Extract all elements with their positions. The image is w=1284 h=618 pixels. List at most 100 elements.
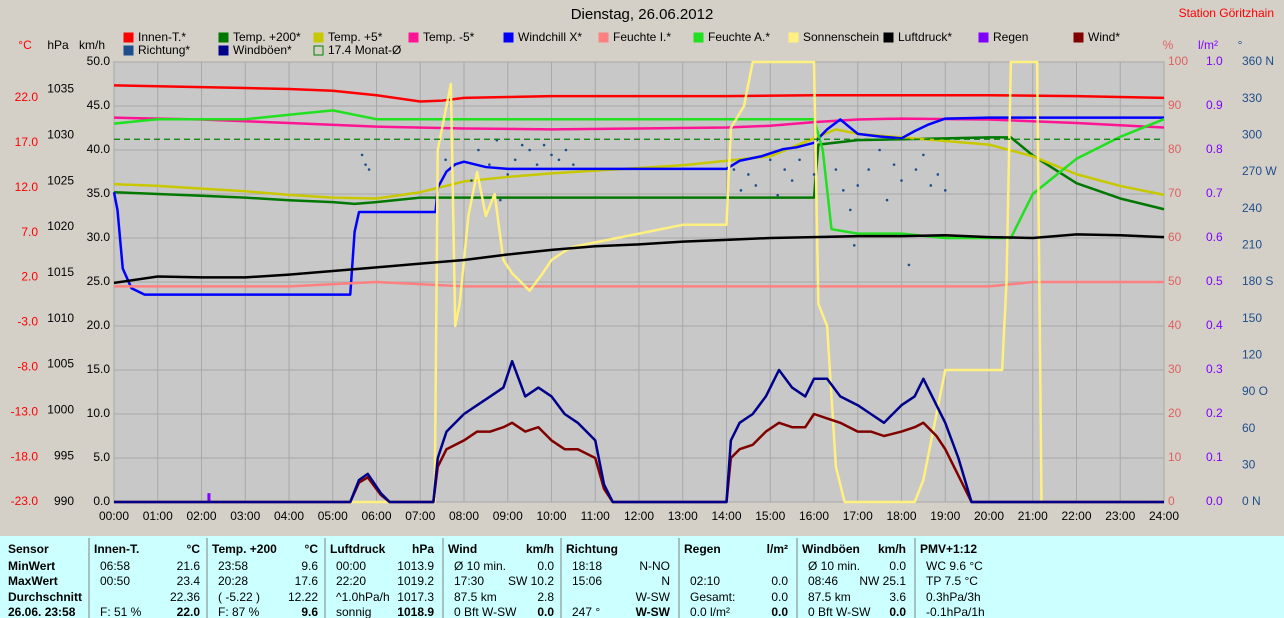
y-tick-label: 0 N [1242,494,1261,508]
column-unit: °C [305,542,319,556]
data-point [856,184,860,187]
data-point [739,189,743,192]
y-tick-label: 0.0 [93,494,110,508]
data-point [776,193,779,197]
y-tick-label: 30 [1168,362,1182,376]
column-title: Sensor [8,542,49,556]
cell-value: 0.0 [537,559,554,573]
data-point [754,184,758,187]
y-tick-label: 240 [1242,201,1262,215]
cell-text: Gesamt: [690,590,735,604]
y-tick-label: 0.0 [1206,494,1223,508]
axis-title: % [1163,38,1174,52]
y-tick-label: 300 [1242,128,1262,142]
cell-value: 21.6 [177,559,201,573]
data-point [878,148,881,152]
y-tick-label: 995 [54,448,74,462]
data-point [364,163,367,166]
cell-text: 0.0 l/m² [690,605,730,618]
cell-text: F: 87 % [218,605,260,618]
cell-text: Durchschnitt [8,590,82,604]
y-tick-label: 0.8 [1206,142,1223,156]
cell-value: 9.6 [301,559,318,573]
legend-label: Windböen* [233,43,292,57]
data-point [572,163,575,166]
series-line [114,359,1164,504]
y-tick-label: 45.0 [87,98,111,112]
column-unit: km/h [878,542,906,556]
column-unit: km/h [526,542,554,556]
legend-swatch [123,32,134,43]
bar [207,493,211,502]
data-point [488,163,491,166]
y-tick-label: -13.0 [11,404,39,418]
y-tick-label: 1015 [47,265,74,279]
legend-swatch [978,32,989,43]
data-point [929,184,933,187]
cell-text: F: 51 % [100,605,142,618]
y-tick-label: 7.0 [21,225,38,239]
cell-text: 18:18 [572,559,602,573]
legend-swatch [883,32,894,43]
data-point [360,153,364,157]
column-unit: °C [187,542,201,556]
y-tick-label: 60 [1168,230,1182,244]
legend-swatch [693,32,704,43]
series-line [113,136,1165,211]
x-tick-label: 06:00 [361,509,391,523]
series-line [113,233,1165,285]
y-tick-label: 0.9 [1206,98,1223,112]
cell-text: 17:30 [454,574,484,588]
series-line [114,280,1164,288]
data-point [842,189,845,192]
legend-swatch [598,32,609,43]
y-tick-label: 1010 [47,311,74,325]
data-point [892,163,896,166]
data-point [812,173,816,176]
data-point [790,179,794,182]
y-tick-label: 1025 [47,173,74,187]
cell-text: -0.1hPa/1h [926,605,985,618]
data-point [513,158,517,162]
axis-title: hPa [47,38,69,52]
y-tick-label: 60 [1242,421,1256,435]
y-tick-label: 70 [1168,186,1182,200]
y-tick-label: 0.3 [1206,362,1223,376]
column-title: Luftdruck [330,542,386,556]
data-point [885,198,889,202]
cell-value: N [661,574,670,588]
stats-panel [0,536,1284,618]
data-point [768,158,772,162]
data-point [852,244,856,247]
y-tick-label: 1035 [47,82,74,96]
y-tick-label: 100 [1168,54,1188,68]
cell-value: 22.0 [177,605,201,618]
y-tick-label: 0.7 [1206,186,1223,200]
cell-text: 02:10 [690,574,720,588]
cell-value: NW 25.1 [859,574,906,588]
y-tick-label: 40.0 [87,142,111,156]
y-tick-label: 360 N [1242,54,1274,68]
legend-label: Feuchte A.* [708,30,770,44]
cell-text: 23:58 [218,559,248,573]
legend-swatch [1073,32,1084,43]
data-point [520,143,524,147]
cell-value: 1013.9 [397,559,434,573]
y-tick-label: 17.0 [15,135,39,149]
data-point [499,198,502,202]
x-tick-label: 20:00 [974,509,1004,523]
y-tick-label: 15.0 [87,362,111,376]
legend-label: 17.4 Monat-Ø [328,43,401,57]
data-point [535,163,539,166]
y-tick-label: 210 [1242,238,1262,252]
column-title: Wind [448,542,477,556]
legend-swatch [218,32,229,43]
cell-value: 12.22 [288,590,318,604]
cell-text: 247 ° [572,605,600,618]
x-tick-label: 17:00 [843,509,873,523]
y-tick-label: 1.0 [1206,54,1223,68]
series-line [113,84,1165,103]
legend-swatch [788,32,799,43]
data-point [922,153,925,157]
